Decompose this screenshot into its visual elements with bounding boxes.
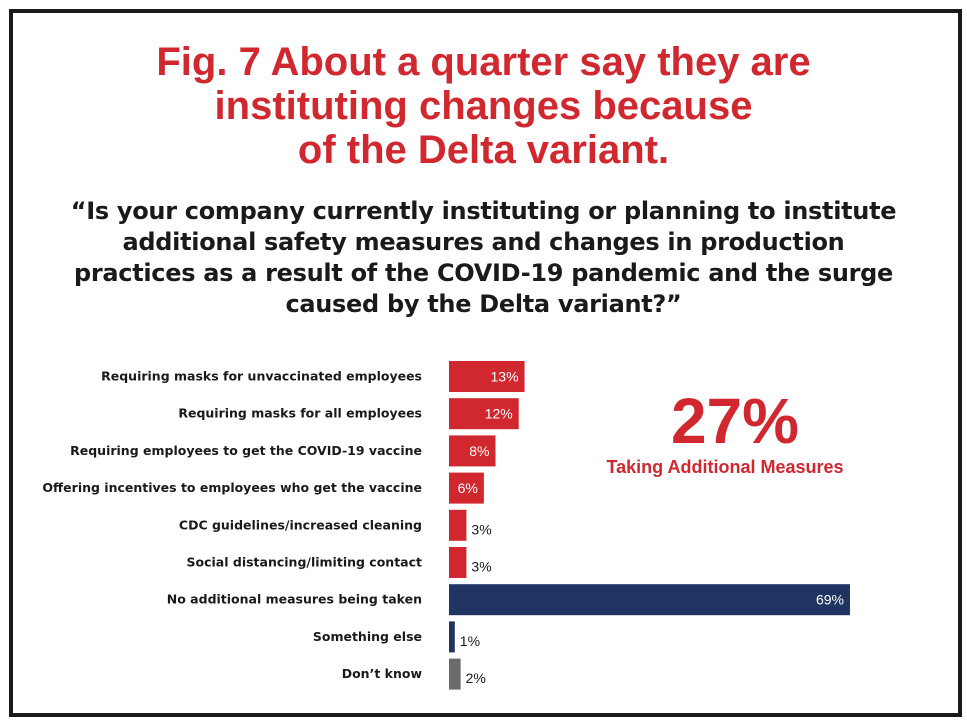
figure-title: Fig. 7 About a quarter say they are inst… [156,40,811,172]
category-label: Requiring masks for all employees [178,406,422,421]
category-label: Don’t know [342,666,423,681]
category-label: Requiring masks for unvaccinated employe… [101,369,422,384]
value-label: 3% [471,521,491,537]
value-label: 3% [471,559,491,575]
bars-group: Requiring masks for unvaccinated employe… [42,361,850,690]
bar [449,584,850,616]
value-label: 8% [469,443,489,459]
category-label: No additional measures being taken [167,592,422,607]
value-label: 6% [458,480,478,496]
bar [449,621,455,653]
bar [449,398,519,430]
category-label: Requiring employees to get the COVID-19 … [70,443,422,458]
bar [449,435,496,467]
category-label: Social distancing/limiting contact [187,555,422,570]
value-label: 13% [491,369,519,385]
value-label: 1% [460,633,480,649]
category-label: CDC guidelines/increased cleaning [179,517,422,532]
bar [449,658,461,690]
value-label: 12% [485,406,513,422]
callout-caption: Taking Additional Measures [606,457,843,477]
bar [449,547,467,578]
bar [449,509,467,541]
callout-percentage: 27% [671,385,799,457]
bar [449,361,525,392]
value-label: 69% [816,592,844,608]
bar [449,472,484,504]
survey-question: “Is your company currently instituting o… [70,197,897,318]
category-label: Offering incentives to employees who get… [42,480,422,495]
value-label: 2% [466,670,486,686]
category-label: Something else [313,629,422,644]
